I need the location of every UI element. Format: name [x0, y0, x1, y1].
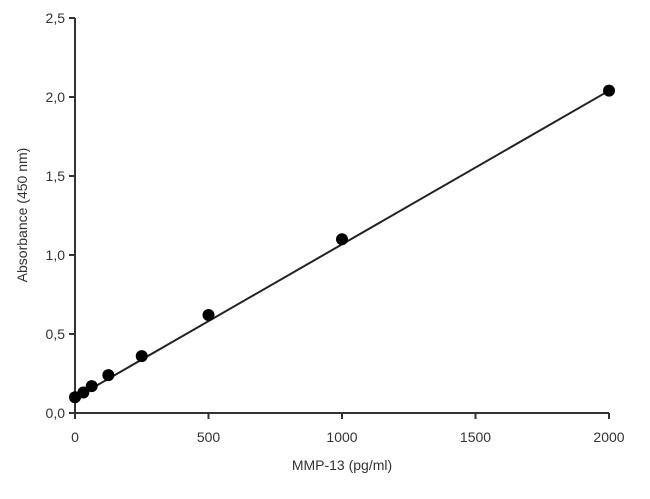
data-points — [69, 84, 615, 404]
data-point — [77, 386, 90, 399]
y-tick-label: 1,5 — [46, 168, 66, 184]
x-tick-label: 1000 — [326, 429, 357, 445]
y-tick-label: 1,0 — [46, 247, 66, 263]
y-tick-label: 2,0 — [46, 89, 66, 105]
x-tick-label: 2000 — [593, 429, 624, 445]
data-point — [85, 380, 98, 393]
x-tick-label: 500 — [197, 429, 221, 445]
y-tick-label: 0,5 — [46, 326, 66, 342]
axes — [69, 18, 609, 414]
y-tick-label: 2,5 — [46, 10, 66, 26]
x-axis-label: MMP-13 (pg/ml) — [292, 457, 392, 473]
y-axis-label: Absorbance (450 nm) — [14, 148, 30, 283]
data-point — [135, 350, 148, 363]
ticks: 0,0 0,5 1,0 1,5 2,0 2,5 0 500 1000 1500 2000 — [46, 10, 625, 445]
y-tick-label: 0,0 — [46, 405, 66, 421]
x-tick-label: 0 — [71, 429, 79, 445]
data-point — [102, 369, 115, 382]
data-point — [603, 84, 615, 97]
data-point — [202, 309, 215, 322]
data-point — [336, 233, 348, 246]
x-tick-label: 1500 — [460, 429, 491, 445]
